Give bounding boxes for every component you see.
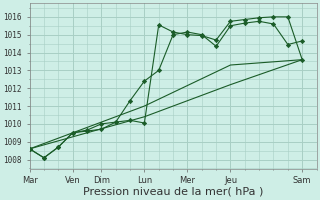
X-axis label: Pression niveau de la mer( hPa ): Pression niveau de la mer( hPa ): [83, 187, 263, 197]
